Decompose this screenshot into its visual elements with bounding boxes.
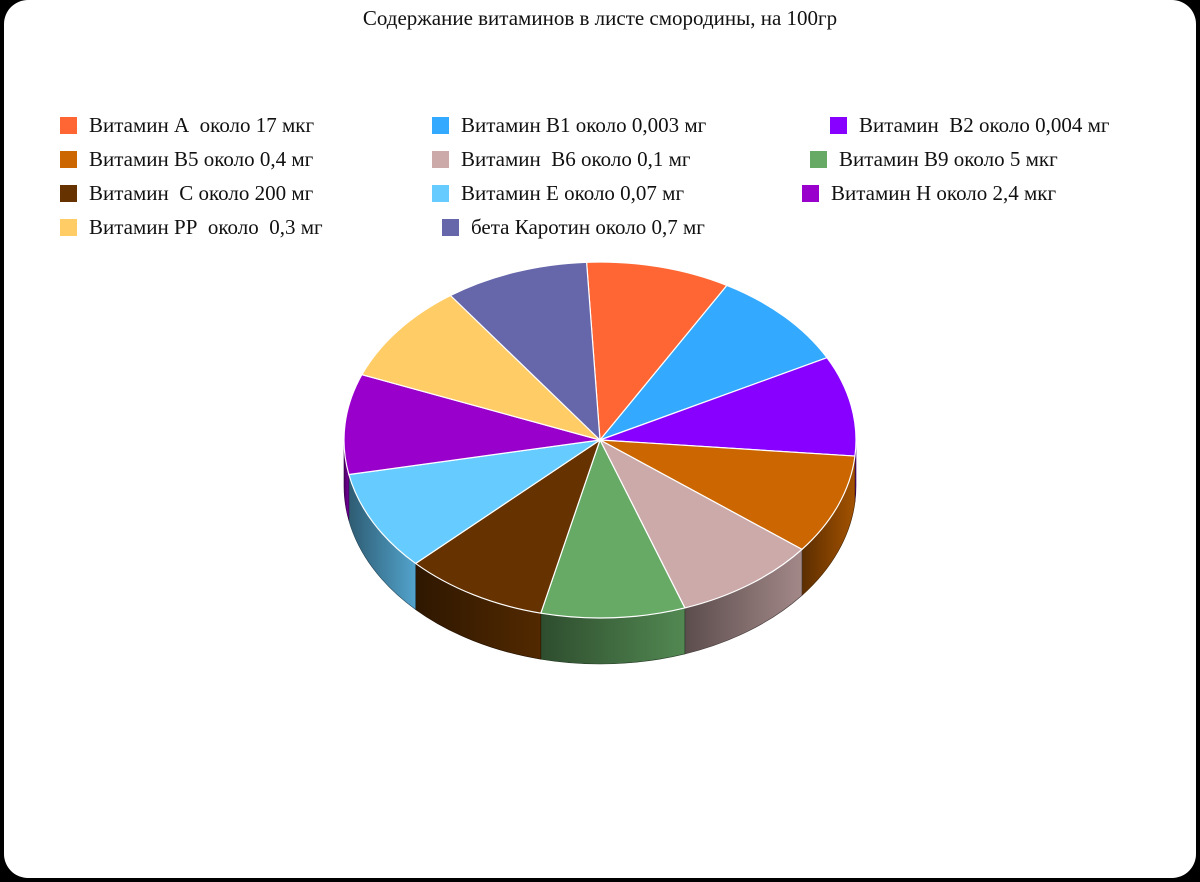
pie-slice — [343, 374, 601, 476]
pie-slice — [599, 439, 803, 609]
legend-label: Витамин А около 17 мкг — [89, 112, 315, 137]
legend-swatch — [60, 184, 77, 202]
legend-swatch — [60, 150, 77, 168]
legend-swatch — [432, 116, 449, 134]
legend-item: бета Каротин около 0,7 мг — [442, 214, 705, 240]
pie-slice — [540, 439, 686, 619]
legend-item: Витамин В9 около 5 мкг — [810, 146, 1058, 172]
legend-label: Витамин В2 около 0,004 мг — [859, 112, 1110, 137]
pie-slice — [348, 439, 601, 565]
legend-swatch — [802, 184, 819, 202]
legend-swatch — [442, 218, 459, 236]
legend-swatch — [810, 150, 827, 168]
chart-card: Содержание витаминов в листе смородины, … — [4, 0, 1196, 878]
pie-slice — [586, 261, 728, 441]
chart-title: Содержание витаминов в листе смородины, … — [362, 6, 838, 30]
legend-item: Витамин А около 17 мкг — [60, 112, 314, 138]
legend-item: Витамин РР около 0,3 мг — [60, 214, 323, 240]
legend-swatch — [432, 184, 449, 202]
pie-top — [343, 261, 857, 619]
pie-slice — [414, 439, 601, 614]
legend-label: Витамин Н около 2,4 мкг — [831, 180, 1057, 205]
legend-swatch — [830, 116, 847, 134]
pie-slice — [599, 357, 857, 457]
pie-slice — [361, 294, 601, 441]
pie-chart — [343, 261, 857, 665]
legend-swatch — [60, 218, 77, 236]
legend-label: Витамин В6 около 0,1 мг — [461, 146, 691, 171]
legend-item: Витамин С около 200 мг — [60, 180, 313, 206]
legend-item: Витамин В2 около 0,004 мг — [830, 112, 1110, 138]
pie-side-walls — [343, 439, 857, 665]
legend-label: Витамин В1 около 0,003 мг — [461, 112, 707, 137]
legend-label: Витамин РР около 0,3 мг — [89, 214, 323, 239]
legend-label: Витамин С около 200 мг — [89, 180, 314, 205]
legend-item: Витамин Н около 2,4 мкг — [802, 180, 1056, 206]
legend-swatch — [60, 116, 77, 134]
legend-item: Витамин В6 около 0,1 мг — [432, 146, 691, 172]
legend-label: Витамин Е около 0,07 мг — [461, 180, 685, 205]
legend-label: Витамин В5 около 0,4 мг — [89, 146, 314, 171]
pie-slice — [449, 261, 601, 441]
legend-item: Витамин Е около 0,07 мг — [432, 180, 684, 206]
legend-label: бета Каротин около 0,7 мг — [471, 214, 705, 239]
pie-slice — [599, 284, 828, 441]
legend-item: Витамин В5 около 0,4 мг — [60, 146, 313, 172]
legend-label: Витамин В9 около 5 мкг — [839, 146, 1058, 171]
legend-swatch — [432, 150, 449, 168]
pie-slice — [599, 439, 856, 550]
legend-item: Витамин В1 около 0,003 мг — [432, 112, 706, 138]
